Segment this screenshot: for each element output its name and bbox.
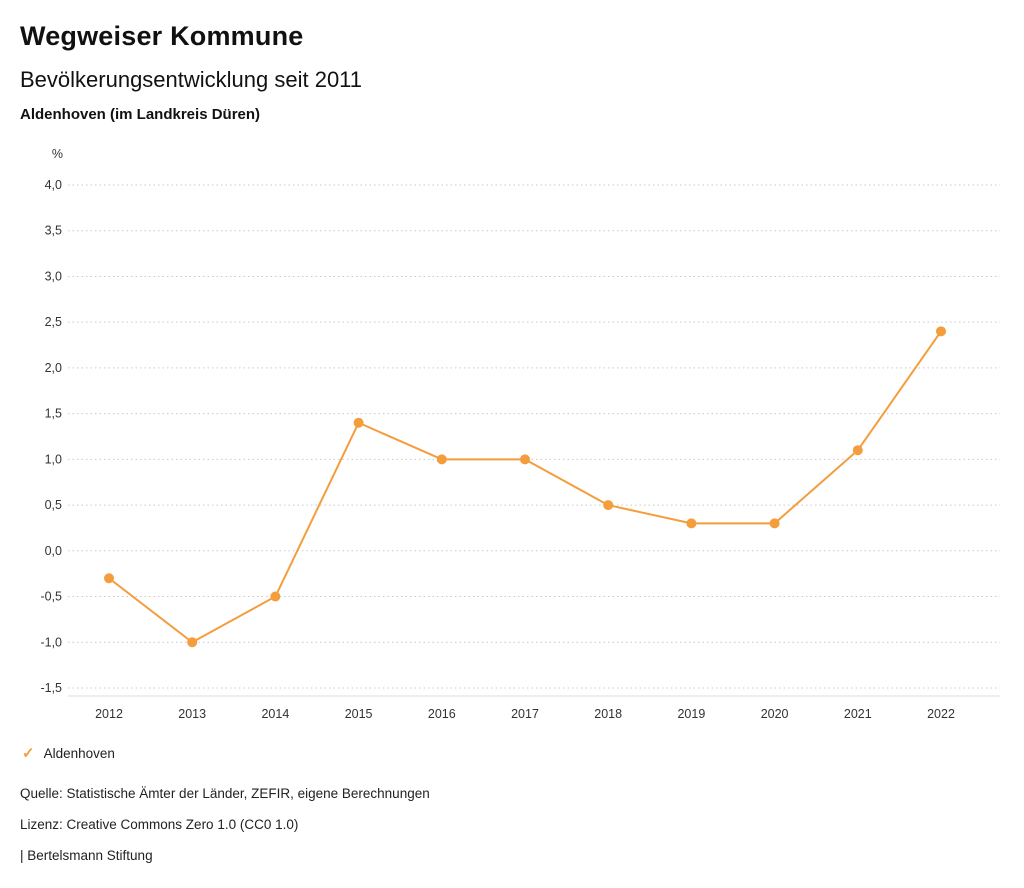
x-tick-label: 2012	[95, 707, 123, 721]
data-point	[603, 500, 614, 511]
x-tick-label: 2016	[428, 707, 456, 721]
y-tick-label: 3,0	[45, 269, 62, 283]
y-tick-label: -0,5	[40, 590, 62, 604]
data-point	[270, 591, 281, 602]
population-line-chart: % 4,0 3,5 3,0 2,5 2,0 1,5 1,0 0,5 0,0 -0,5 -1,0 -1,5…	[40, 147, 1000, 721]
data-point	[769, 518, 780, 529]
x-tick-label: 2014	[261, 707, 289, 721]
y-tick-label: 0,0	[45, 544, 62, 558]
legend-check-icon: ✓	[22, 745, 35, 762]
y-tick-label: 3,5	[45, 224, 62, 238]
data-point	[436, 454, 447, 465]
y-tick-label: 2,0	[45, 361, 62, 375]
x-tick-label: 2018	[594, 707, 622, 721]
x-tick-label: 2017	[511, 707, 539, 721]
y-tick-label: -1,0	[40, 635, 62, 649]
y-tick-label: 4,0	[45, 178, 62, 192]
x-tick-label: 2022	[927, 707, 955, 721]
data-point	[852, 445, 863, 456]
data-point	[187, 637, 198, 648]
x-tick-label: 2013	[178, 707, 206, 721]
x-tick-label: 2021	[844, 707, 872, 721]
y-tick-label: 1,5	[45, 407, 62, 421]
y-axis-unit-label: %	[52, 147, 63, 161]
y-tick-label: 2,5	[45, 315, 62, 329]
chart-area: % 4,0 3,5 3,0 2,5 2,0 1,5 1,0 0,5 0,0 -0,5 -1,0 -1,5…	[0, 140, 1024, 740]
y-tick-label: 1,0	[45, 452, 62, 466]
legend-label: Aldenhoven	[43, 746, 115, 761]
license-text: Lizenz: Creative Commons Zero 1.0 (CC0 1…	[20, 817, 299, 832]
attribution-text: | Bertelsmann Stiftung	[20, 848, 153, 863]
series-line	[108, 330, 942, 644]
y-tick-label: -1,5	[40, 681, 62, 695]
data-point	[353, 417, 364, 428]
page-title: Wegweiser Kommune	[20, 21, 304, 51]
data-point	[936, 326, 946, 337]
x-tick-label: 2019	[677, 707, 705, 721]
x-tick-label: 2020	[761, 707, 789, 721]
region-label: Aldenhoven (im Landkreis Düren)	[20, 106, 261, 123]
legend: ✓ Aldenhoven	[22, 746, 115, 761]
source-text: Quelle: Statistische Ämter der Länder, Z…	[20, 786, 430, 801]
data-point	[104, 573, 114, 584]
data-point	[686, 518, 697, 529]
data-point	[520, 454, 530, 465]
chart-subtitle: Bevölkerungsentwicklung seit 2011	[20, 67, 363, 92]
x-tick-label: 2015	[345, 707, 373, 721]
y-tick-label: 0,5	[45, 498, 62, 512]
